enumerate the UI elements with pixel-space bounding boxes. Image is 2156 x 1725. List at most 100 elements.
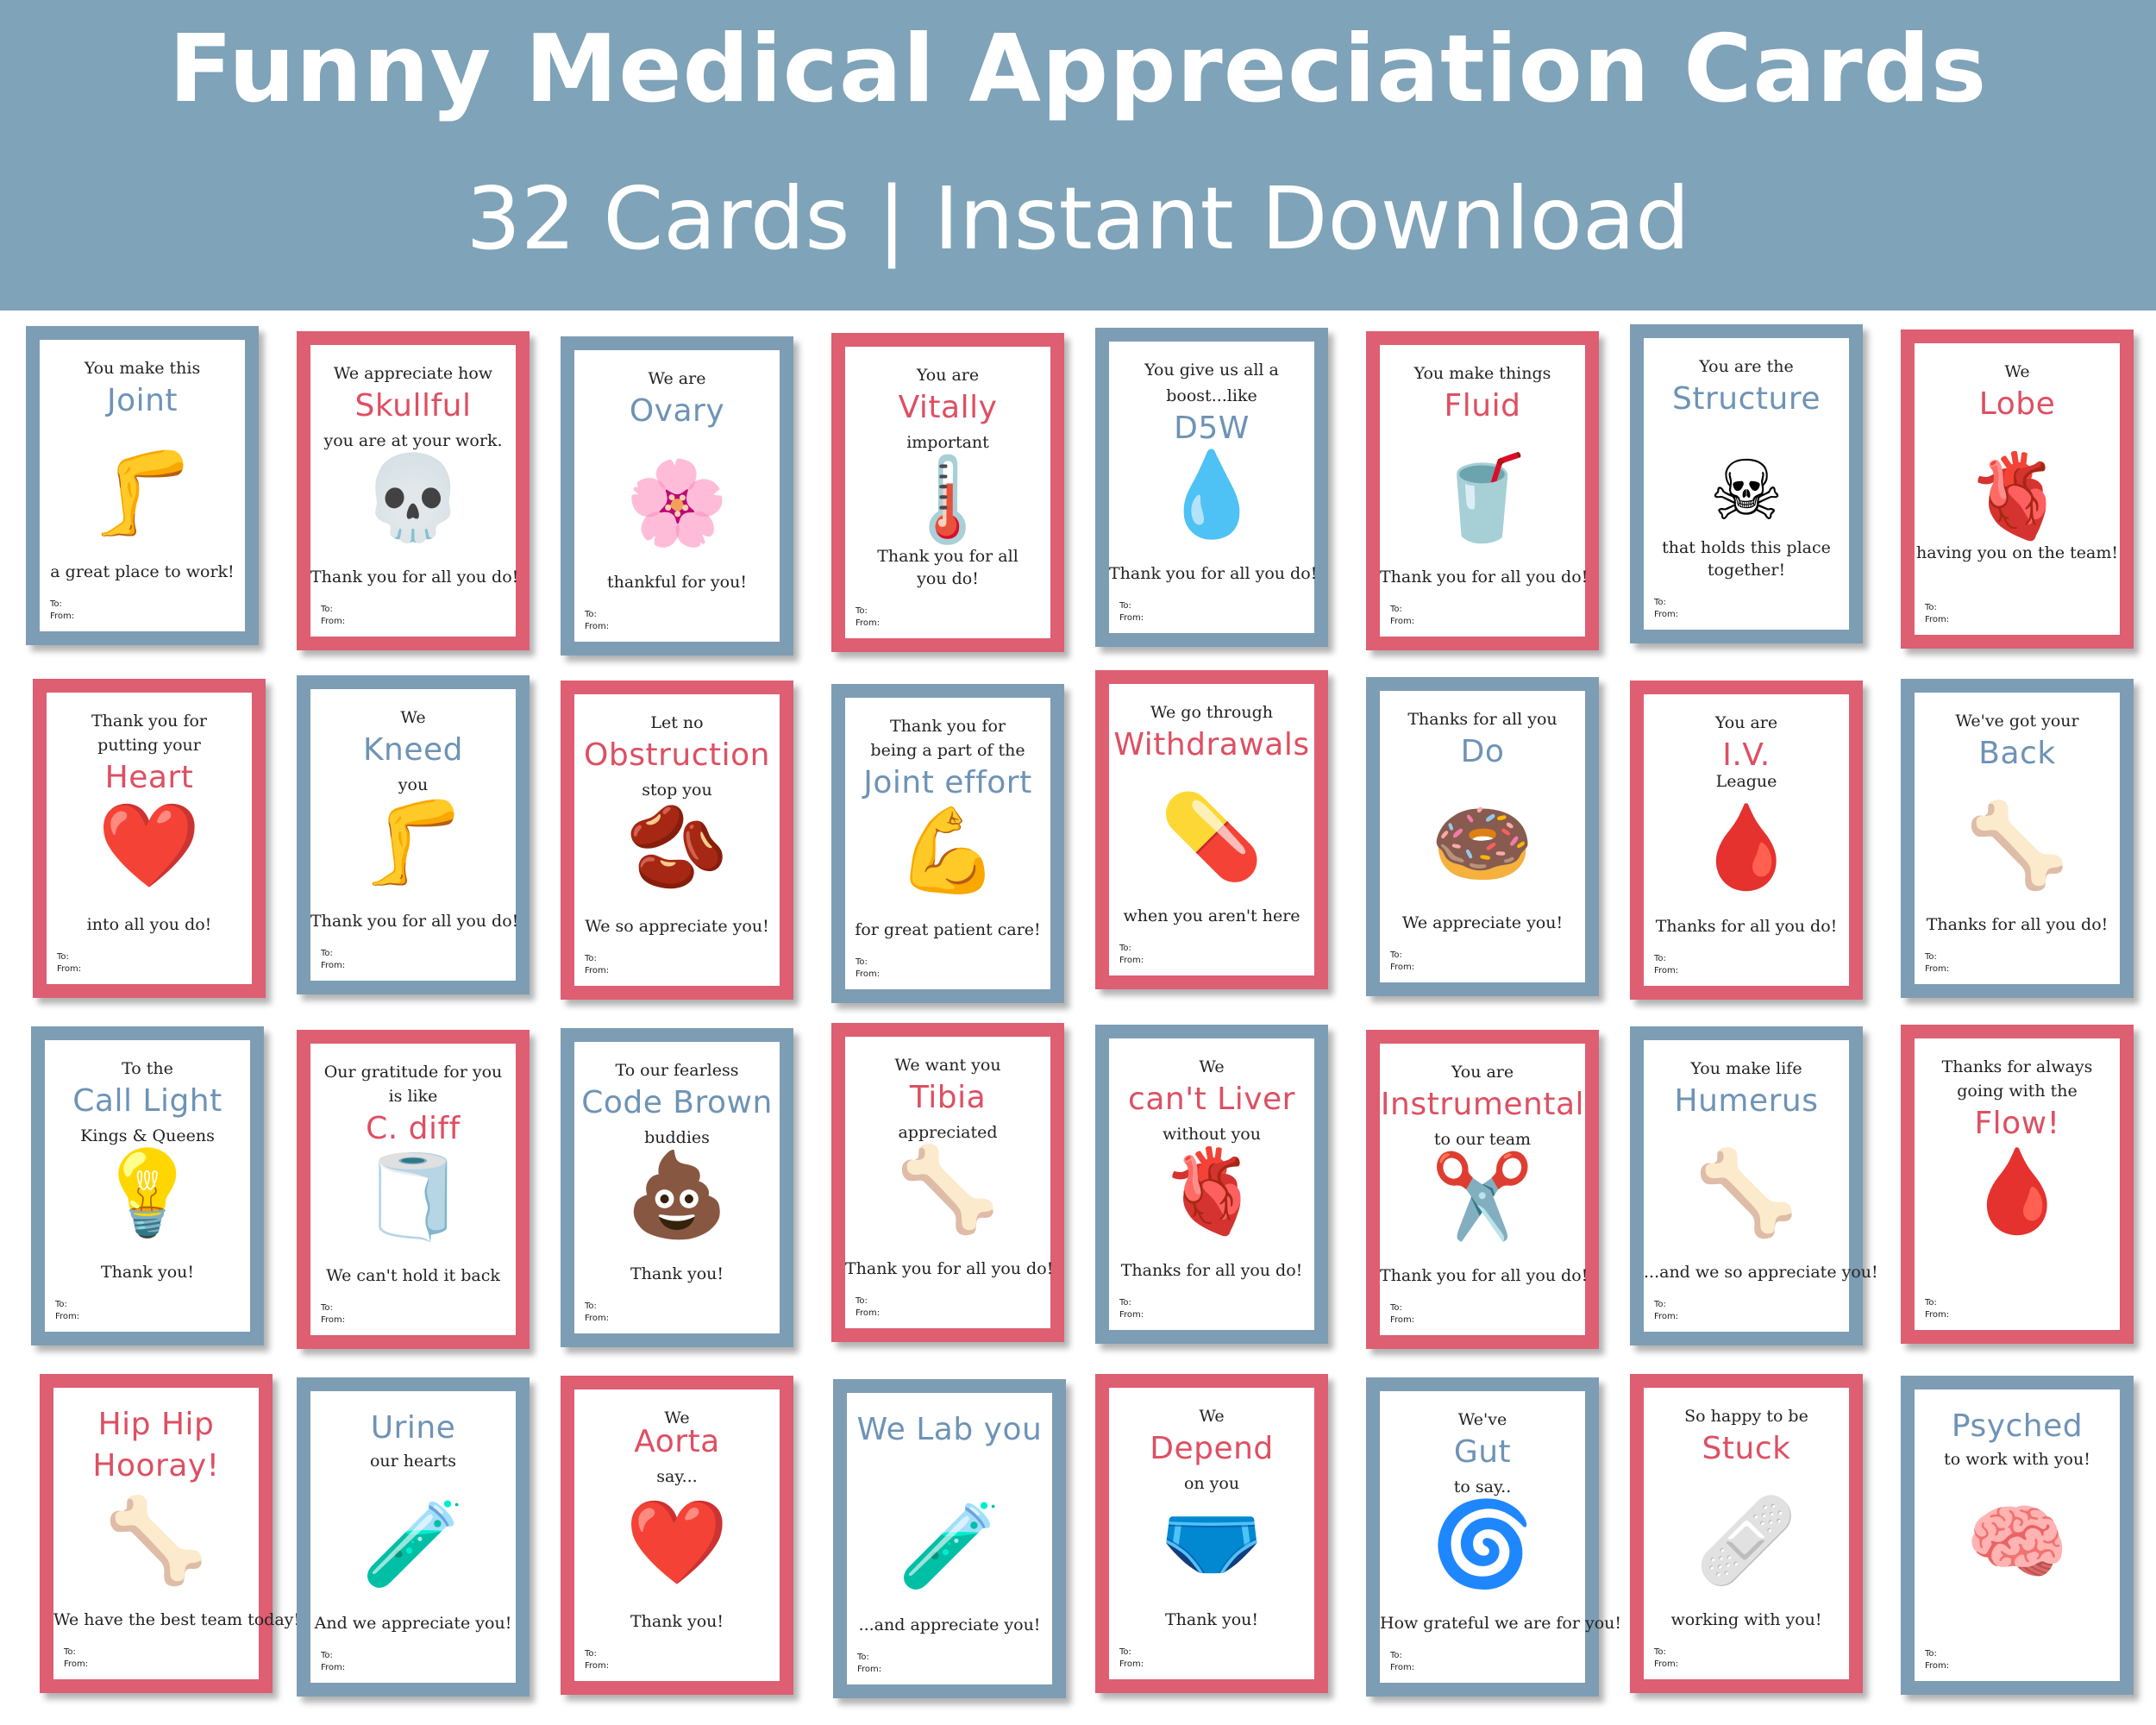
to-label: To: [55,1300,67,1309]
card-text-line: being a part of the [870,741,1025,760]
appreciation-card: We want you Tibia appreciated Thank you for… [831,1023,1064,1342]
from-label: From: [1390,617,1415,626]
card-grid: You make this Joint a great place to work!… [26,321,2139,1709]
card-to-from: To: From: [1390,1650,1414,1674]
card-text-line: to say.. [1453,1477,1512,1496]
card-pun-word: Fluid [1444,388,1521,423]
to-label: To: [321,605,333,614]
appreciation-card: To our fearless Code Brown buddies Thank yo… [561,1028,793,1347]
card-text-line: We appreciate you! [1401,913,1564,932]
card-to-from: To: From: [55,1299,79,1323]
card-text-line: You give us all a [1144,361,1279,380]
card-text-line: for great patient care! [855,920,1041,939]
card-text-line: our hearts [369,1452,457,1471]
appreciation-card: You make things Fluid Thank you for all yo… [1366,331,1599,650]
card-text-line: We can't hold it back [326,1266,500,1285]
from-label: From: [57,964,82,974]
card-text-line: You make things [1413,364,1551,383]
card-text-line: We [2004,362,2030,381]
card-face: You are Vitally important Thank you for all… [845,347,1050,638]
from-label: From: [50,612,75,621]
card-to-from: To: From: [321,604,345,628]
from-label: From: [1925,1310,1950,1320]
surgical-instruments-icon: ✂️ [1431,1151,1534,1243]
card-face: You are Instrumental to our team Thank you … [1380,1044,1588,1335]
light-bulb-icon: 💡 [96,1147,199,1239]
to-label: To: [1390,1651,1402,1660]
from-label: From: [1654,610,1679,619]
appreciation-card: We can't Liver without you Thanks for all y… [1095,1025,1328,1344]
anatomical-heart-icon: ❤️ [625,1496,729,1589]
card-to-from: To: From: [1119,1297,1144,1321]
to-label: To: [1925,1649,1937,1659]
card-face: Thanks for always going with the Flow! 🩸 To:… [1915,1038,2120,1330]
blood-tubes-icon: 🧪 [898,1500,1001,1592]
appreciation-card: We Lobe having you on the team! 🫀 To: From: [1901,329,2134,649]
card-pun-word: Joint [106,383,179,418]
from-label: From: [1119,956,1144,965]
card-text-line: boost...like [1166,386,1257,405]
card-text-line: Our gratitude for you [323,1063,503,1082]
card-pun-word: Tibia [909,1080,987,1115]
card-text-line: We go through [1150,703,1273,722]
card-to-from: To: From: [1654,1647,1678,1671]
elbow-icon: 💪 [896,805,1000,897]
card-text-line: We've [1457,1410,1507,1429]
card-face: To our fearless Code Brown buddies Thank yo… [574,1042,780,1333]
drink-cup-icon: 🥤 [1431,452,1534,544]
from-label: From: [585,966,610,975]
card-text-line: you do! [917,569,979,588]
card-text-line: stop you [642,781,712,800]
card-to-from: To: From: [321,1650,345,1674]
card-to-from: To: From: [1654,1299,1678,1323]
card-face: We go through Withdrawals when you aren't … [1109,684,1314,975]
card-text-line: We [664,1408,690,1427]
card-text-line: you are at your work. [323,431,503,450]
appreciation-card: You make this Joint a great place to work!… [26,326,259,645]
donuts-icon: 🍩 [1431,798,1534,890]
card-text-line: Thanks for all you do! [1120,1261,1303,1280]
card-text-line: is like [388,1087,438,1106]
bandage-icon: 🩹 [1695,1495,1798,1587]
card-text-line: Thanks for all you do! [1926,915,2109,934]
pill-bottle-icon: 💊 [1160,791,1263,883]
to-label: To: [1390,950,1402,960]
kidneys-icon: 🫘 [625,801,729,894]
spine-icon: 🦴 [1965,800,2069,892]
card-to-from: To: From: [1654,597,1678,621]
card-pun-word: Obstruction [584,737,770,773]
card-pun-word: C. diff [366,1111,461,1146]
card-text-line: when you aren't here [1123,906,1300,925]
appreciation-card: We go through Withdrawals when you aren't … [1095,670,1328,989]
from-label: From: [585,622,610,631]
card-text-line: Thank you for all you do! [310,568,519,586]
card-text-line: on you [1183,1474,1240,1493]
card-face: Thank you for being a part of the Joint ef… [845,698,1050,989]
to-label: To: [856,606,868,616]
from-label: From: [321,1663,346,1672]
card-text-line: to work with you! [1944,1450,2090,1469]
thermometer-icon: 🌡️ [896,454,1000,546]
skull-icon: 💀 [361,452,465,544]
card-pun-word: I.V. [1722,737,1771,773]
card-text-line: We [400,708,426,727]
card-pun-word: Withdrawals [1113,727,1310,762]
appreciation-card: Urine our hearts And we appreciate you! 🧪 To… [297,1377,530,1697]
from-label: From: [1119,1659,1144,1669]
card-face: We Lobe having you on the team! 🫀 To: From: [1915,343,2120,635]
card-pun-word: Back [1978,736,2056,771]
card-text-line: To the [122,1059,173,1078]
card-text-line: putting your [97,736,201,755]
toilet-paper-icon: 🧻 [361,1151,465,1243]
from-label: From: [856,618,881,628]
card-pun-word: Urine [370,1410,456,1446]
humerus-bone-icon: 🦴 [1695,1147,1798,1239]
card-text-line: We have the best team today! [53,1610,301,1629]
card-text-line: And we appreciate you! [314,1614,512,1633]
card-text-line: ...and we so appreciate you! [1644,1263,1878,1282]
card-text-line: a great place to work! [50,562,235,581]
card-to-from: To: From: [57,951,81,975]
card-pun-word: Aorta [634,1424,720,1459]
appreciation-card: You give us all a boost...like D5W Thank yo… [1095,328,1328,647]
card-text-line: You are [1714,713,1778,732]
